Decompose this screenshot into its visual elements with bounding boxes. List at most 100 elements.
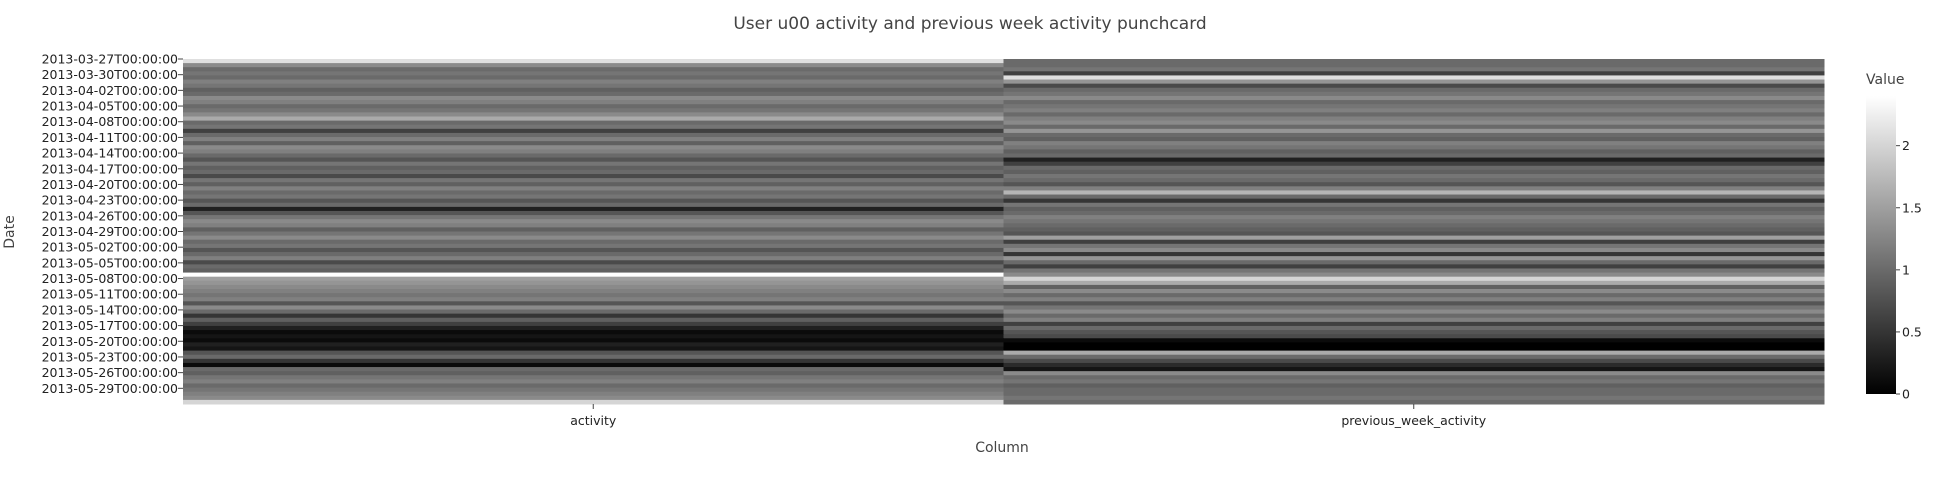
y-tick-label: 2013-04-20T00:00:00 (42, 177, 178, 192)
heatmap-cell (1003, 276, 1825, 282)
heatmap-cell (183, 346, 1004, 352)
heatmap-cell (183, 120, 1004, 126)
heatmap-cell (183, 153, 1004, 159)
heatmap-cell (1003, 215, 1825, 220)
heatmap-cell (1003, 165, 1825, 171)
heatmap-cell (1003, 141, 1825, 146)
heatmap-cell (183, 132, 1004, 138)
heatmap-cell (1003, 87, 1825, 93)
heatmap-cell (183, 301, 1004, 306)
heatmap-cell (1003, 309, 1825, 315)
heatmap-cell (183, 194, 1004, 200)
heatmap-cell (1003, 293, 1825, 298)
heatmap-cell (183, 227, 1004, 232)
heatmap-cell (183, 305, 1004, 311)
heatmap-cell (183, 330, 1004, 335)
heatmap-cell (183, 141, 1004, 146)
heatmap-cell (183, 128, 1004, 134)
heatmap-cell (1003, 256, 1825, 261)
y-tick-label: 2013-05-23T00:00:00 (42, 349, 178, 364)
y-tick-label: 2013-04-02T00:00:00 (42, 83, 178, 98)
heatmap-cell (183, 260, 1004, 265)
heatmap-cell (183, 124, 1004, 130)
heatmap-cell (1003, 252, 1825, 257)
heatmap-cell (1003, 247, 1825, 253)
heatmap-cell (1003, 305, 1825, 311)
y-tick-label: 2013-04-05T00:00:00 (42, 99, 178, 114)
heatmap-cell (1003, 375, 1825, 380)
heatmap-cell (183, 264, 1004, 269)
y-tick-label: 2013-04-11T00:00:00 (42, 130, 178, 145)
heatmap-cell (183, 161, 1004, 167)
heatmap-cell (183, 137, 1004, 142)
heatmap-cell (1003, 174, 1825, 179)
heatmap-cell (1003, 362, 1825, 368)
heatmap-cell (183, 79, 1004, 85)
heatmap-cell (1003, 153, 1825, 159)
heatmap-cell (183, 313, 1004, 319)
heatmap-cell (1003, 100, 1825, 105)
heatmap-cell (1003, 354, 1825, 360)
heatmap-cell (1003, 169, 1825, 175)
heatmap-cell (183, 75, 1004, 81)
heatmap-cell (183, 190, 1004, 196)
heatmap-cell (183, 198, 1004, 204)
heatmap-cell (1003, 116, 1825, 122)
heatmap-cell (1003, 313, 1825, 319)
heatmap-cell (183, 325, 1004, 331)
colorbar-gradient (1866, 96, 1896, 394)
heatmap-cell (1003, 379, 1825, 384)
heatmap-cell (1003, 317, 1825, 323)
heatmap-cell (183, 252, 1004, 257)
heatmap-cell (183, 210, 1004, 216)
heatmap-cell (183, 247, 1004, 253)
y-tick-label: 2013-05-11T00:00:00 (42, 287, 178, 302)
heatmap-cell (1003, 346, 1825, 352)
y-axis-title: Date (2, 215, 18, 248)
heatmap-cell (183, 219, 1004, 224)
y-tick-label: 2013-05-08T00:00:00 (42, 271, 178, 286)
heatmap-cell (183, 395, 1004, 401)
heatmap-cell (183, 157, 1004, 163)
heatmap-cell (183, 284, 1004, 290)
y-tick-label: 2013-05-26T00:00:00 (42, 365, 178, 380)
y-tick-label: 2013-04-29T00:00:00 (42, 224, 178, 239)
heatmap-cell (1003, 371, 1825, 376)
heatmap-cell (183, 309, 1004, 315)
heatmap-cell (1003, 399, 1825, 405)
heatmap-cell (1003, 145, 1825, 150)
heatmap-cell (1003, 178, 1825, 183)
heatmap-cell (1003, 391, 1825, 397)
heatmap-cell (1003, 284, 1825, 290)
heatmap-cell (183, 272, 1004, 278)
heatmap-cell (1003, 342, 1825, 347)
heatmap-cell (183, 104, 1004, 109)
heatmap-cell (183, 321, 1004, 327)
heatmap-cell (183, 289, 1004, 294)
colorbar: Value 0 0.5 1 1.5 2 (1866, 72, 1922, 402)
heatmap-cell (1003, 231, 1825, 237)
y-axis-ticks: 2013-03-27T00:00:002013-03-30T00:00:0020… (42, 52, 183, 396)
heatmap-cell (1003, 272, 1825, 278)
colorbar-tick-label: 0.5 (1902, 324, 1922, 339)
heatmap-cell (1003, 186, 1825, 191)
heatmap-cell (183, 256, 1004, 261)
heatmap-cell (1003, 137, 1825, 142)
heatmap-cell (183, 280, 1004, 286)
heatmap-cell (1003, 112, 1825, 117)
heatmap-cell (183, 276, 1004, 282)
heatmap-cell (183, 268, 1004, 274)
heatmap-cell (1003, 223, 1825, 228)
heatmap-cell (1003, 206, 1825, 212)
heatmap-cell (183, 169, 1004, 175)
heatmap-cell (183, 165, 1004, 171)
y-tick-label: 2013-05-02T00:00:00 (42, 240, 178, 255)
heatmap-cells (183, 59, 1825, 405)
colorbar-tick-label: 2 (1902, 138, 1910, 153)
heatmap-cell (1003, 268, 1825, 274)
heatmap-cell (183, 206, 1004, 212)
heatmap-cell (183, 317, 1004, 323)
heatmap-cell (183, 108, 1004, 113)
heatmap-cell (183, 100, 1004, 105)
colorbar-tick-label: 1.5 (1902, 200, 1922, 215)
